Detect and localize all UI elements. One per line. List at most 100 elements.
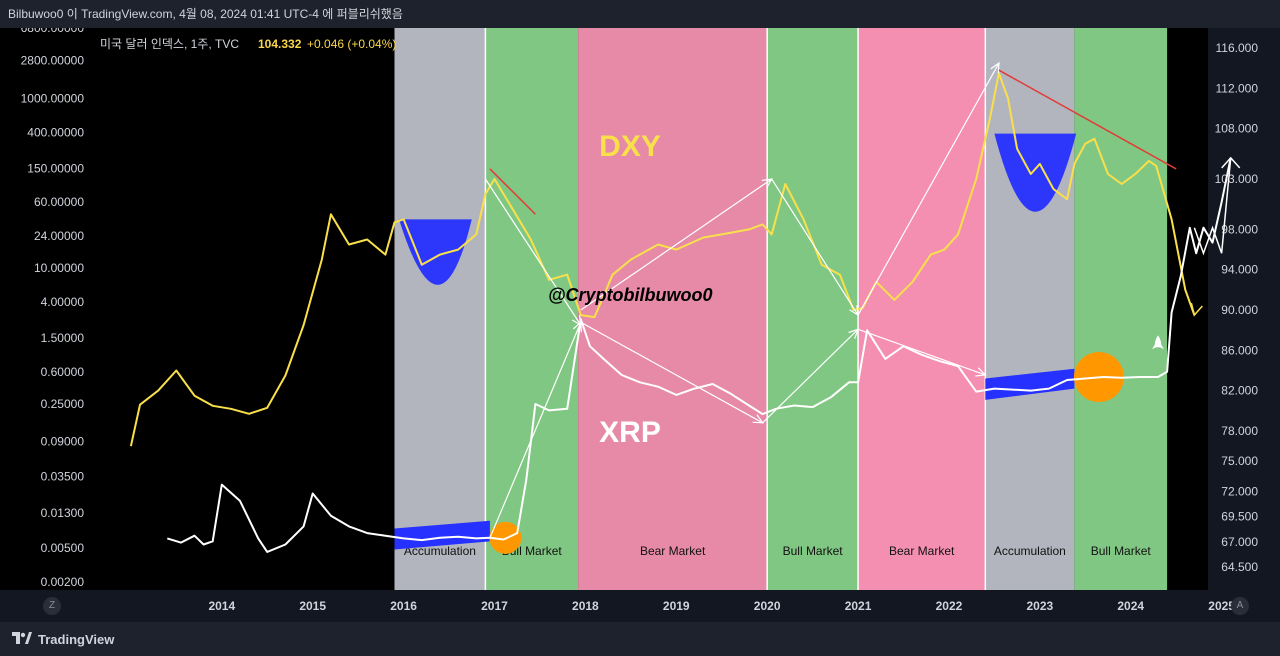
right-tick-label: 112.000 bbox=[1216, 81, 1259, 95]
left-tick-label: 60.00000 bbox=[34, 195, 84, 209]
dxy-annotation: DXY bbox=[599, 130, 661, 163]
left-tick-label: 0.25000 bbox=[41, 397, 85, 411]
right-tick-label: 98.000 bbox=[1221, 222, 1258, 236]
left-axis-panel bbox=[0, 28, 90, 622]
right-tick-label: 78.000 bbox=[1221, 424, 1258, 438]
phase-label-4: Bear Market bbox=[889, 544, 955, 558]
phase-band-6 bbox=[1074, 28, 1168, 590]
scale-right-button[interactable]: A bbox=[1231, 597, 1249, 615]
left-tick-label: 0.00200 bbox=[41, 575, 85, 589]
left-tick-label: 10.00000 bbox=[34, 261, 84, 275]
dxy-projection-arrowhead bbox=[1190, 302, 1203, 317]
trend-arrow-4 bbox=[489, 322, 582, 539]
x-tick-label: 2014 bbox=[208, 599, 235, 613]
trend-arrow-6 bbox=[762, 328, 859, 424]
tradingview-logo-icon bbox=[12, 632, 32, 644]
time-axis-panel bbox=[0, 590, 1280, 622]
rocket-fins bbox=[1152, 344, 1165, 350]
publish-header: Bilbuwoo0 이 TradingView.com, 4월 08, 2024… bbox=[0, 0, 1280, 28]
x-tick-label: 2019 bbox=[663, 599, 690, 613]
left-tick-label: 6800.00000 bbox=[21, 28, 85, 35]
right-tick-label: 94.000 bbox=[1221, 263, 1258, 277]
phase-label-0: Accumulation bbox=[404, 544, 476, 558]
trend-arrowhead-3 bbox=[990, 61, 1000, 74]
right-tick-label: 64.500 bbox=[1221, 560, 1258, 574]
phase-label-3: Bull Market bbox=[783, 544, 844, 558]
left-tick-label: 0.03500 bbox=[41, 469, 85, 483]
accumulation-channel-2016 bbox=[394, 520, 490, 550]
right-tick-label: 72.000 bbox=[1221, 484, 1258, 498]
phase-label-5: Accumulation bbox=[994, 544, 1066, 558]
cup-shape-2023 bbox=[994, 133, 1077, 212]
trend-arrow-1 bbox=[580, 178, 773, 311]
publish-line: Bilbuwoo0 이 TradingView.com, 4월 08, 2024… bbox=[8, 7, 403, 21]
x-tick-label: 2024 bbox=[1117, 599, 1144, 613]
x-tick-label: 2021 bbox=[845, 599, 872, 613]
trend-arrow-0 bbox=[484, 178, 582, 326]
legend-change: +0.046 (+0.04%) bbox=[307, 37, 396, 51]
xrp-annotation: XRP bbox=[599, 416, 661, 449]
left-tick-label: 2800.00000 bbox=[21, 54, 85, 68]
x-tick-label: 2023 bbox=[1026, 599, 1053, 613]
projection-zigzag bbox=[1193, 157, 1232, 256]
rocket-icon bbox=[1152, 335, 1165, 350]
x-tick-label: 2020 bbox=[754, 599, 781, 613]
scale-left-label: Z bbox=[48, 600, 56, 611]
brand-name: TradingView bbox=[38, 631, 115, 647]
resistance-line-2017 bbox=[489, 168, 536, 215]
cup-shape-2016 bbox=[399, 219, 472, 285]
scale-left-button[interactable]: Z bbox=[43, 597, 61, 615]
left-tick-label: 150.00000 bbox=[27, 161, 84, 175]
right-tick-label: 67.000 bbox=[1221, 535, 1258, 549]
right-tick-label: 86.000 bbox=[1221, 343, 1258, 357]
left-tick-label: 400.00000 bbox=[27, 125, 84, 139]
right-axis-panel bbox=[1208, 28, 1280, 622]
rocket-body bbox=[1154, 335, 1162, 348]
left-tick-label: 0.00500 bbox=[41, 541, 85, 555]
left-tick-label: 1.50000 bbox=[41, 331, 85, 345]
x-tick-label: 2018 bbox=[572, 599, 599, 613]
phase-band-4 bbox=[858, 28, 986, 590]
price-chart[interactable]: Accumulation Bull Market Bear Market Bull M… bbox=[0, 28, 1280, 622]
scale-right-label: A bbox=[1236, 600, 1244, 611]
right-tick-label: 90.000 bbox=[1221, 303, 1258, 317]
right-tick-label: 108.000 bbox=[1215, 122, 1259, 136]
legend-symbol: 미국 달러 인덱스, 1주, TVC bbox=[100, 37, 239, 51]
trend-arrow-3 bbox=[857, 62, 1000, 316]
trend-arrow-2 bbox=[771, 178, 859, 316]
phase-label-2: Bear Market bbox=[640, 544, 706, 558]
right-tick-label: 69.500 bbox=[1221, 510, 1258, 524]
phase-label-6: Bull Market bbox=[1091, 544, 1152, 558]
x-tick-label: 2016 bbox=[390, 599, 417, 613]
resistance-line-2024 bbox=[998, 69, 1177, 170]
left-tick-label: 1000.00000 bbox=[21, 92, 85, 106]
left-tick-label: 0.60000 bbox=[41, 365, 85, 379]
phase-band-5 bbox=[985, 28, 1075, 590]
right-tick-label: 82.000 bbox=[1221, 384, 1258, 398]
legend-price: 104.332 bbox=[258, 37, 302, 51]
phase-band-0 bbox=[394, 28, 486, 590]
right-tick-label: 103.000 bbox=[1215, 172, 1259, 186]
left-tick-label: 4.00000 bbox=[41, 295, 85, 309]
series-line-xrp bbox=[167, 157, 1232, 553]
left-tick-label: 0.01300 bbox=[41, 506, 85, 520]
right-tick-label: 116.000 bbox=[1216, 41, 1259, 55]
footer-bar: TradingView bbox=[0, 622, 1280, 656]
left-tick-label: 24.00000 bbox=[34, 229, 84, 243]
trend-arrow-5 bbox=[580, 321, 763, 424]
phase-band-1 bbox=[485, 28, 579, 590]
phase-band-3 bbox=[767, 28, 859, 590]
phase-band-2 bbox=[578, 28, 768, 590]
right-tick-label: 75.000 bbox=[1221, 454, 1258, 468]
x-tick-label: 2025 bbox=[1208, 599, 1235, 613]
projection-arrowhead bbox=[1221, 156, 1241, 169]
trend-arrow-7 bbox=[857, 328, 986, 376]
author-watermark: @Cryptobilbuwoo0 bbox=[548, 285, 713, 305]
left-tick-label: 0.09000 bbox=[41, 435, 85, 449]
trend-arrowhead-7 bbox=[975, 367, 987, 377]
series-line-dxy bbox=[129, 72, 1196, 447]
x-tick-label: 2015 bbox=[299, 599, 326, 613]
x-tick-label: 2022 bbox=[936, 599, 963, 613]
accumulation-channel-2023 bbox=[985, 368, 1075, 400]
x-tick-label: 2017 bbox=[481, 599, 508, 613]
